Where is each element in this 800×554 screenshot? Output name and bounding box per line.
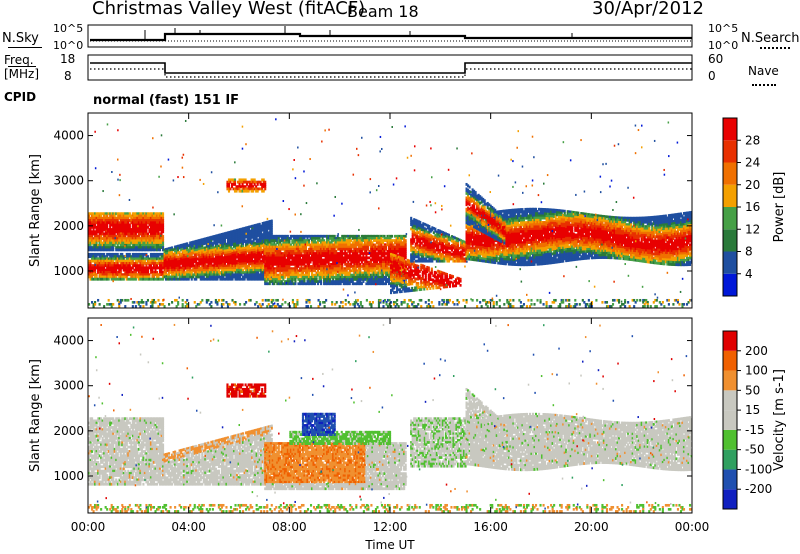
colorbar-segment xyxy=(723,184,737,207)
freq-underline xyxy=(8,66,36,67)
nave-top-tick: 60 xyxy=(708,53,723,65)
colorbar-segment xyxy=(723,273,737,296)
nsky-panel xyxy=(87,24,693,48)
x-tick-label: 12:00 xyxy=(373,520,408,534)
x-tick-label: 20:00 xyxy=(574,520,609,534)
colorbar-tick-label: -100 xyxy=(745,462,772,476)
colorbar-tick-label: -200 xyxy=(745,482,772,496)
colorbar-tick-label: 20 xyxy=(745,178,760,192)
colorbar-tick-label: 16 xyxy=(745,200,760,214)
y-tick-label: 3000 xyxy=(53,174,84,188)
colorbar-tick-label: -50 xyxy=(745,443,765,457)
x-tick-label: 08:00 xyxy=(272,520,307,534)
colorbar-tick-label: 24 xyxy=(745,156,760,170)
y-tick-label: 2000 xyxy=(53,219,84,233)
freq-top-tick: 18 xyxy=(60,53,75,65)
x-tick-label: 00:00 xyxy=(675,520,710,534)
colorbar-segment xyxy=(723,118,737,141)
freq-panel xyxy=(87,54,693,81)
freq-label-1: Freq. xyxy=(4,54,34,66)
cpid-label: CPID xyxy=(4,91,36,103)
x-tick-label: 16:00 xyxy=(473,520,508,534)
x-axis-label: Time UT xyxy=(364,538,415,552)
colorbar-segment xyxy=(723,489,737,509)
colorbar-label: Power [dB] xyxy=(772,172,787,243)
colorbar-segment xyxy=(723,251,737,274)
freq-label-2: [MHz] xyxy=(4,68,39,80)
colorbar-segment xyxy=(723,469,737,490)
colorbar-segment xyxy=(723,207,737,230)
nsky-underline xyxy=(8,47,42,48)
velocity-panel: 1000 2000 3000 4000 Slant Range [km] xyxy=(28,317,693,514)
y-tick-label: 1000 xyxy=(53,469,84,483)
colorbar-segment xyxy=(723,140,737,163)
beam-label: Beam 18 xyxy=(347,4,419,20)
nsearch-top-tick: 10^5 xyxy=(708,23,738,34)
colorbar-segment xyxy=(723,350,737,371)
y-tick-label: 4000 xyxy=(53,334,84,348)
nsearch-label: N.Search xyxy=(741,32,800,45)
cpid-value: normal (fast) 151 IF xyxy=(93,94,239,107)
y-axis-label: Slant Range [km] xyxy=(28,359,43,472)
x-tick-label: 04:00 xyxy=(171,520,206,534)
colorbar-tick-label: 4 xyxy=(745,267,753,281)
freq-bot-tick: 8 xyxy=(64,70,72,82)
nave-dotline xyxy=(752,84,776,86)
title-bar: Christmas Valley West (fitACF) Beam 18 3… xyxy=(0,0,800,22)
colorbar-segment xyxy=(723,370,737,391)
colorbar-segment xyxy=(723,390,737,411)
station-title: Christmas Valley West (fitACF) xyxy=(92,0,365,18)
y-tick-label: 3000 xyxy=(53,379,84,393)
y-tick-label: 2000 xyxy=(53,424,84,438)
colorbar-tick-label: 50 xyxy=(745,383,760,397)
colorbar-segment xyxy=(723,331,737,351)
colorbar-tick-label: 28 xyxy=(745,133,760,147)
colorbar-tick-label: -15 xyxy=(745,423,765,437)
colorbar-segment xyxy=(723,429,737,450)
x-tick-label: 00:00 xyxy=(71,520,106,534)
colorbar-tick-label: 15 xyxy=(745,403,760,417)
colorbar-tick-label: 200 xyxy=(745,344,768,358)
nsearch-dotline xyxy=(760,47,790,49)
nsearch-bot-tick: 10^0 xyxy=(708,40,738,51)
nsky-top-tick: 10^5 xyxy=(53,23,83,34)
colorbar-tick-label: 12 xyxy=(745,222,760,236)
colorbar-segment xyxy=(723,229,737,252)
nsky-bot-tick: 10^0 xyxy=(53,40,83,51)
colorbar-tick-label: 8 xyxy=(745,245,753,259)
date-label: 30/Apr/2012 xyxy=(592,0,704,18)
colorbar-segment xyxy=(723,449,737,470)
y-tick-label: 1000 xyxy=(53,264,84,278)
nsky-label: N.Sky xyxy=(2,32,39,45)
colorbar-tick-label: 100 xyxy=(745,364,768,378)
y-axis-label: Slant Range [km] xyxy=(28,154,43,267)
power-panel: 1000 2000 3000 4000 Slant Range [km] xyxy=(28,112,693,309)
colorbar-label: Velocity [m s-1] xyxy=(772,369,787,471)
power-colorbar: 4 8 12 16 20 24 28 Power [dB] xyxy=(722,117,787,297)
y-tick-label: 4000 xyxy=(53,129,84,143)
nave-label: Nave xyxy=(748,65,779,77)
colorbar-segment xyxy=(723,162,737,185)
nave-bot-tick: 0 xyxy=(708,70,716,82)
colorbar-segment xyxy=(723,410,737,430)
